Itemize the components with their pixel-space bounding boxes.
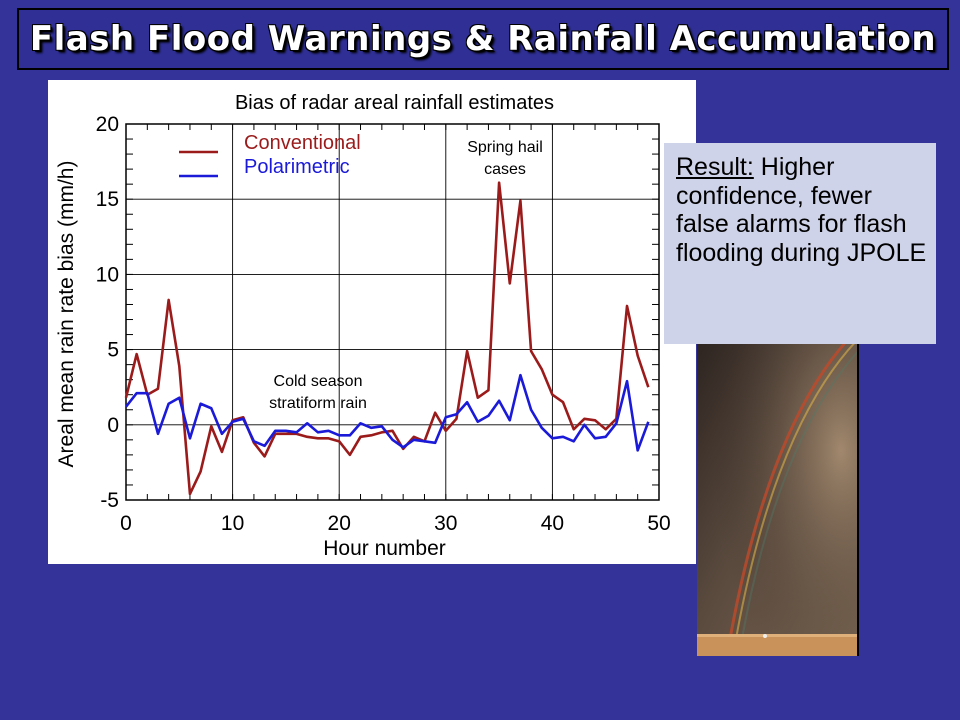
x-tick-label: 10 <box>221 512 244 535</box>
x-tick-label: 40 <box>541 512 564 535</box>
x-tick-label: 20 <box>328 512 351 535</box>
result-label: Result: <box>676 153 754 181</box>
plot-frame <box>125 123 660 501</box>
legend-label-conventional: Conventional <box>244 132 361 154</box>
annotation-spring: Spring hail <box>467 139 543 156</box>
rainbow-photo <box>697 340 859 656</box>
y-tick-label: 10 <box>96 263 119 286</box>
y-tick-label: 15 <box>96 188 119 211</box>
annotation-spring: cases <box>484 161 526 178</box>
y-tick-label: 5 <box>107 339 119 362</box>
title-bar: Flash Flood Warnings & Rainfall Accumula… <box>17 8 949 70</box>
y-axis-label: Areal mean rain rate bias (mm/h) <box>55 161 78 468</box>
y-tick-label: 0 <box>107 414 119 437</box>
chart-panel: Bias of radar areal rainfall estimates 0 1… <box>48 80 696 564</box>
y-tick-label: 20 <box>96 113 119 136</box>
annotation-cold: Cold season <box>274 373 363 390</box>
slide-title: Flash Flood Warnings & Rainfall Accumula… <box>29 19 937 59</box>
rainfall-bias-chart: Bias of radar areal rainfall estimates 0 1… <box>55 92 671 560</box>
x-axis-label: Hour number <box>323 537 446 560</box>
rainbow-image <box>697 340 857 656</box>
result-text: Higher confidence, fewer false alarms fo… <box>676 153 927 267</box>
annotation-cold: stratiform rain <box>269 395 367 412</box>
series-line-conventional <box>124 181 650 496</box>
y-tick-label: -5 <box>100 489 119 512</box>
x-tick-label: 30 <box>434 512 457 535</box>
x-tick-label: 0 <box>120 512 132 535</box>
chart-title: Bias of radar areal rainfall estimates <box>235 92 554 114</box>
x-tick-label: 50 <box>647 512 670 535</box>
series-line-polarimetric <box>124 373 650 452</box>
legend-label-polarimetric: Polarimetric <box>244 156 350 178</box>
result-box: Result: Higher confidence, fewer false a… <box>664 143 936 344</box>
